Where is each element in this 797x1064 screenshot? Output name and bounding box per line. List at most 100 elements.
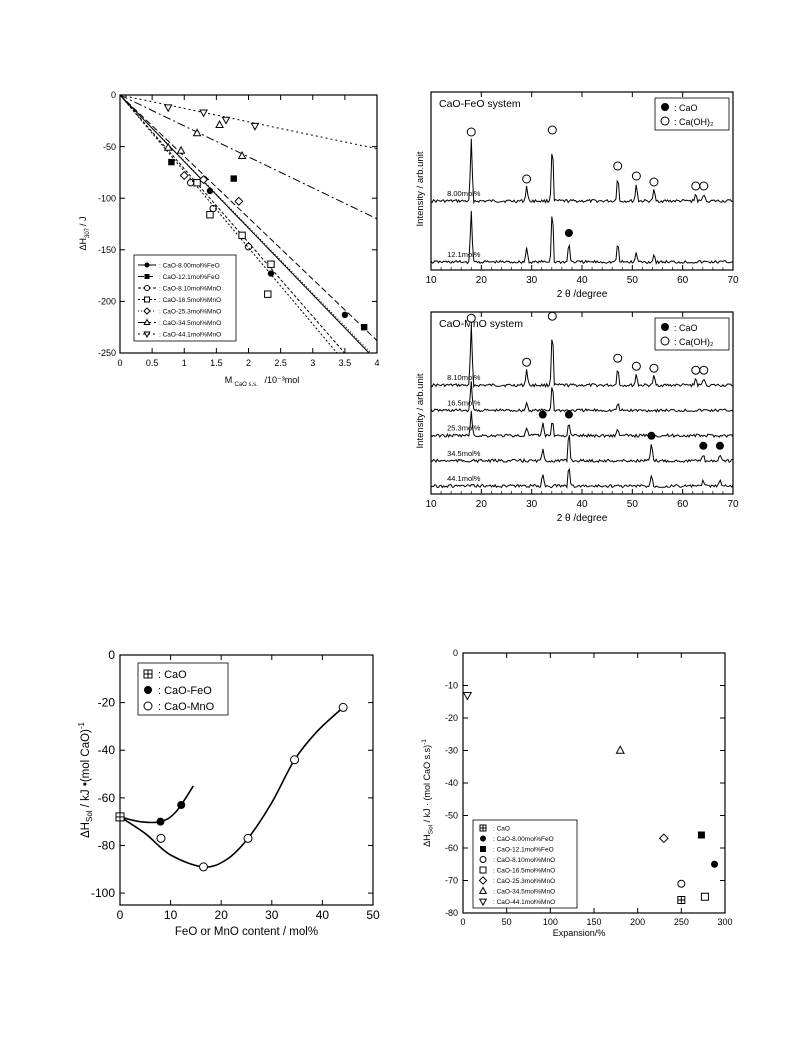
y-tick-label: -30 (445, 746, 458, 756)
x-tick-label: 2 (246, 358, 251, 368)
trace-label: 12.1mol% (447, 250, 481, 259)
x-tick-label: 30 (265, 908, 279, 922)
data-point (176, 145, 186, 154)
peak-marker-caoh2 (631, 171, 641, 181)
legend-marker (479, 856, 487, 863)
y-tick-label: -60 (98, 791, 116, 805)
data-point (711, 860, 719, 868)
legend-box (472, 819, 578, 909)
data-point (244, 243, 253, 251)
legend-marker (143, 701, 153, 711)
data-point (193, 179, 201, 187)
legend-marker (479, 824, 487, 832)
chart-xrd-cao-mno: 10 20 30 40 50 60 70 2 θ /degree Intensity / arb… (415, 311, 739, 524)
peak-marker-caoh2 (649, 363, 659, 373)
y-tick-label: -200 (98, 297, 116, 307)
legend-label: : CaO-8.00mol%FeO (159, 263, 220, 270)
x-tick-label: 70 (727, 275, 739, 286)
peak-marker-cao (647, 431, 656, 440)
peak-marker-caoh2 (613, 161, 623, 171)
legend-marker (661, 103, 669, 111)
fit-line (120, 95, 338, 353)
y-tick-label: -40 (445, 778, 458, 788)
x-tick-label: 0 (117, 358, 122, 368)
x-tick-label: 40 (316, 908, 330, 922)
x-axis-label: 2 θ /degree (557, 289, 608, 300)
y-axis-label-main: ΔH (78, 238, 88, 251)
xrd-trace (430, 210, 734, 266)
data-point (290, 755, 300, 765)
x-tick-label: 2.5 (274, 358, 287, 368)
y-tick-label: -50 (445, 811, 458, 821)
y-tick-label: -250 (98, 348, 116, 358)
chart-dhsol-vs-content: 0 10 20 30 40 50 0 -20 -40 -60 -80 -100 FeO or MnO c… (77, 648, 380, 938)
y-tick-label: -100 (91, 886, 115, 900)
x-tick-label: 300 (717, 917, 732, 927)
peak-marker-caoh2 (649, 177, 659, 187)
x-tick-label: 20 (476, 499, 488, 510)
y-axis-label: Intensity / arb.unit (415, 373, 426, 448)
peak-marker-caoh2 (699, 365, 709, 375)
legend-marker (660, 116, 670, 126)
xrd-trace (430, 324, 734, 389)
legend-marker (480, 846, 486, 852)
x-tick-label: 50 (502, 917, 512, 927)
legend-label: : CaO-12.1mol%FeO (159, 274, 220, 281)
peak-marker-caoh2 (466, 313, 476, 323)
x-tick-label: 3.5 (339, 358, 352, 368)
legend-label: : CaO-25.3mol%MnO (493, 878, 555, 885)
x-tick-label: 1 (182, 358, 187, 368)
x-tick-label: 30 (526, 499, 538, 510)
y-tick-label: -80 (445, 908, 458, 918)
x-tick-label: 40 (576, 499, 588, 510)
legend-marker (480, 835, 486, 842)
peak-marker-caoh2 (691, 365, 701, 375)
data-point (264, 290, 272, 298)
peak-marker-caoh2 (522, 174, 532, 184)
chart-dhsol-vs-expansion: 0 50 100 150 200 250 300 0 -10 -20 -30 -40 -50 -60 -70… (421, 648, 733, 938)
peak-marker-cao (715, 441, 724, 450)
legend-marker (478, 886, 488, 894)
y-tick-label: 0 (108, 648, 115, 662)
data-point (156, 817, 165, 826)
xrd-trace (430, 381, 734, 413)
data-point (462, 691, 473, 701)
x-tick-label: 0 (117, 908, 124, 922)
fit-line (120, 95, 377, 220)
legend-marker (661, 323, 669, 331)
data-point (615, 745, 625, 754)
x-axis-label: 2 θ /degree (557, 513, 608, 524)
x-axis-label: Expansion/% (553, 928, 606, 938)
data-point (198, 862, 208, 872)
data-point (186, 179, 195, 187)
y-axis-label-text: ΔHSol / kJ •(mol CaO)-1 (77, 721, 94, 838)
data-point (237, 151, 247, 159)
x-tick-label: 50 (366, 908, 380, 922)
chart-title: CaO-FeO system (439, 98, 521, 110)
legend-label: : CaO (674, 323, 698, 333)
peak-marker-caoh2 (631, 361, 641, 371)
data-point (230, 175, 237, 182)
legend-label: : CaO-8.10mol%MnO (159, 286, 221, 293)
data-point (697, 831, 705, 839)
peak-marker-caoh2 (522, 357, 532, 367)
data-point (238, 231, 246, 240)
legend-label: : CaO-44.1mol%MnO (493, 899, 555, 906)
y-tick-label: -20 (98, 696, 116, 710)
trace-label: 8.00mol% (447, 189, 481, 198)
x-tick-label: 20 (215, 908, 229, 922)
legend-marker (143, 331, 151, 339)
data-point (206, 211, 214, 219)
x-tick-label: 150 (586, 917, 601, 927)
chart-xrd-cao-feo: 10 20 30 40 50 60 70 2 θ /degree Intensity / arb… (415, 91, 739, 300)
data-point (156, 833, 166, 843)
y-tick-label: 0 (111, 90, 116, 100)
data-point (177, 801, 186, 809)
data-point (700, 892, 709, 901)
peak-marker-caoh2 (547, 311, 557, 321)
data-point (198, 175, 209, 185)
x-axis-label-sub: CaO s.s. (235, 382, 259, 388)
peak-marker-caoh2 (547, 125, 557, 135)
legend-marker (143, 318, 151, 325)
